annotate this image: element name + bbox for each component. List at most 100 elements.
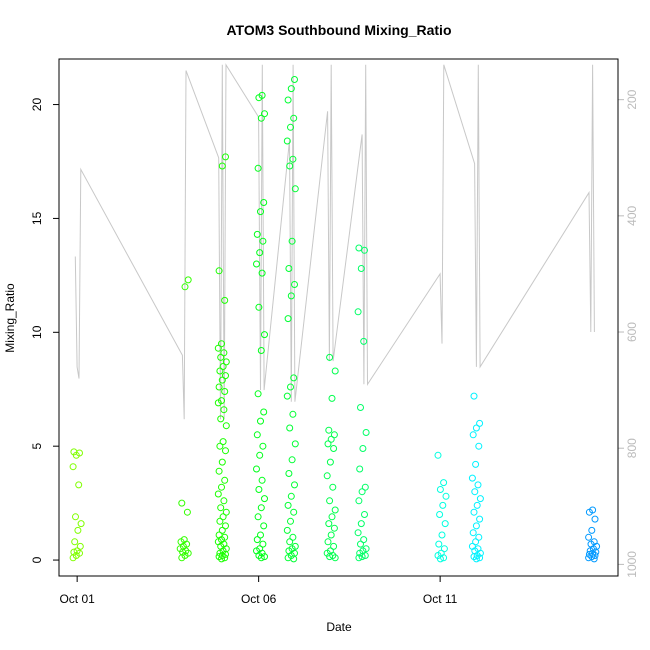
data-point [440, 545, 448, 553]
data-point [288, 456, 296, 464]
data-point [359, 445, 367, 452]
y2-tick-label: 800 [625, 438, 639, 458]
data-point [357, 540, 364, 548]
data-point [259, 540, 267, 548]
data-point [585, 533, 593, 541]
data-point [290, 374, 298, 382]
data-point [283, 137, 291, 145]
data-point [75, 481, 83, 489]
y-tick-label: 15 [30, 211, 44, 225]
data-point [470, 392, 478, 400]
data-point [470, 508, 478, 516]
data-point [291, 185, 299, 193]
y-axis-label: Mixing_Ratio [3, 283, 17, 353]
data-point [219, 438, 227, 446]
data-point [260, 199, 268, 206]
data-point [222, 372, 229, 380]
data-point [218, 458, 226, 466]
data-point [472, 555, 480, 563]
data-point [254, 513, 262, 521]
data-point [327, 531, 335, 539]
data-point [357, 520, 365, 528]
data-point [328, 513, 336, 521]
data-point [254, 164, 262, 172]
data-point [256, 249, 264, 257]
data-point [326, 353, 334, 361]
data-point [284, 96, 292, 104]
data-point [287, 123, 294, 131]
data-point [220, 349, 228, 357]
data-point [325, 426, 333, 434]
data-point [214, 490, 222, 498]
data-point [287, 492, 295, 500]
data-point [291, 76, 298, 83]
data-point [291, 281, 298, 288]
y-tick-label: 5 [30, 443, 44, 450]
data-point [360, 536, 368, 544]
data-point [284, 315, 292, 323]
data-point [222, 358, 230, 366]
data-point [588, 526, 596, 534]
y2-tick-label: 400 [625, 206, 639, 226]
data-point [253, 536, 261, 544]
y-tick-label: 0 [30, 556, 44, 563]
x-axis-label: Date [326, 620, 352, 634]
data-point [257, 504, 265, 512]
data-point [329, 483, 337, 491]
data-point [324, 538, 332, 546]
data-point [440, 479, 448, 487]
data-point [331, 506, 339, 514]
data-point [326, 497, 334, 505]
data-point [257, 347, 265, 354]
data-point [476, 495, 484, 503]
data-point [436, 511, 444, 518]
data-point [255, 486, 263, 493]
data-point [253, 230, 261, 238]
y2-tick-label: 1000 [625, 551, 639, 578]
data-point [287, 85, 295, 93]
data-point [355, 244, 363, 252]
data-point [181, 283, 189, 291]
data-point [361, 483, 369, 491]
data-point [355, 497, 363, 505]
data-point [473, 501, 481, 509]
data-point [254, 390, 262, 398]
data-point [468, 542, 476, 550]
data-point [71, 538, 79, 546]
data-point [357, 265, 365, 272]
data-point [261, 331, 268, 339]
data-point [326, 547, 334, 555]
points-layer [69, 76, 601, 563]
secondary-line-layer [74, 63, 595, 420]
data-point [258, 476, 266, 484]
data-point [259, 237, 267, 245]
axes-layer: 0 5 10 15 20 Oct 01 Oct 06 Oct 11 200 400 600 800 10… [30, 89, 639, 606]
data-point [215, 267, 223, 275]
data-point [260, 522, 268, 530]
data-point [356, 465, 364, 473]
data-point [434, 451, 442, 459]
data-point [358, 488, 366, 496]
data-point [220, 406, 228, 414]
data-point [285, 470, 293, 477]
data-point [218, 376, 226, 384]
data-point [215, 531, 223, 539]
data-point [219, 513, 227, 521]
data-point [218, 340, 225, 348]
data-point [286, 162, 294, 170]
data-point [442, 492, 450, 500]
data-point [261, 110, 268, 118]
data-point [469, 529, 477, 537]
data-point [439, 501, 447, 509]
data-point [476, 515, 484, 523]
data-point [253, 465, 260, 473]
data-point [183, 508, 191, 516]
data-point [291, 481, 298, 489]
data-point [328, 394, 336, 402]
data-point [69, 463, 77, 471]
data-point [221, 388, 229, 395]
data-point [468, 474, 476, 482]
data-point [362, 545, 370, 553]
secondary-line [74, 63, 595, 420]
data-point [330, 445, 338, 452]
